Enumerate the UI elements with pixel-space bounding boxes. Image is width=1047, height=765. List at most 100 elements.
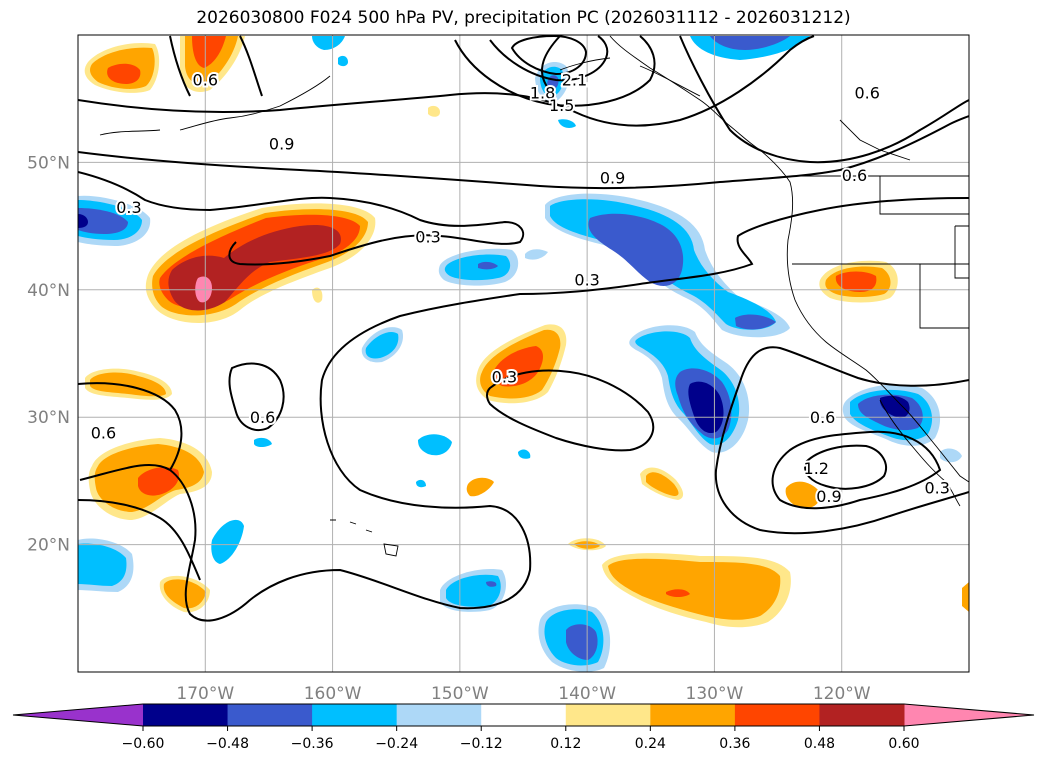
colorbar-swatch bbox=[481, 704, 567, 726]
precipitation-shading bbox=[78, 36, 969, 672]
lat-tick-label: 30°N bbox=[27, 408, 70, 428]
colorbar-tick-label: −0.60 bbox=[122, 736, 165, 752]
lon-tick-label: 130°W bbox=[686, 684, 744, 704]
contour-label: 0.3 bbox=[415, 227, 440, 246]
pv-contour-ne-0.6 bbox=[679, 35, 969, 164]
shade-anomaly-neg-c1-36 bbox=[478, 261, 498, 270]
colorbar-swatch bbox=[565, 704, 651, 726]
shade-anomaly-pos-w3-36 bbox=[138, 467, 180, 496]
latitude-tick-labels: 20°N 30°N 40°N 50°N bbox=[27, 153, 70, 555]
shade-anomaly-pos-e bbox=[962, 582, 969, 612]
pv-contour-0.3-b bbox=[541, 35, 561, 89]
pv-contour-0.6-west bbox=[78, 382, 183, 471]
contour-label: 0.9 bbox=[269, 134, 294, 153]
shade-anomaly-pos-nevada-36 bbox=[835, 271, 877, 292]
colorbar-tick-label: −0.24 bbox=[375, 736, 418, 752]
contour-label: 0.9 bbox=[600, 169, 625, 188]
lon-tick-label: 140°W bbox=[558, 684, 616, 704]
contour-label: 0.6 bbox=[250, 408, 275, 427]
contour-label: 2.1 bbox=[562, 71, 587, 90]
shade-anomaly-pos-s-36 bbox=[666, 589, 690, 597]
shade-anomaly-neg-sw-us-b bbox=[940, 448, 962, 463]
shade-anomaly-neg-s7-36 bbox=[566, 624, 598, 660]
coastline-alaska-islands bbox=[99, 57, 701, 136]
contour-label: 0.3 bbox=[116, 198, 141, 217]
pv-contour-0.9-east bbox=[771, 430, 942, 510]
colorbar-swatch bbox=[312, 704, 398, 726]
colorbar-swatch bbox=[819, 704, 905, 726]
map-area: 0.6 0.9 1.8 2.1 1.5 0.6 0.6 0.9 0.3 0.3 0.3 0.3 0.6 0… bbox=[78, 35, 969, 672]
lat-tick-label: 20°N bbox=[27, 536, 70, 556]
colorbar-tick-label: −0.36 bbox=[291, 736, 334, 752]
shade-anomaly-neg-s5 bbox=[416, 479, 426, 488]
shade-anomaly-neg-s1 bbox=[211, 519, 244, 564]
shade-anomaly-pos-c-36 bbox=[493, 346, 543, 387]
colorbar-tick-label: 0.48 bbox=[804, 736, 835, 752]
shade-anomaly-neg-westedge-48 bbox=[78, 214, 88, 228]
lat-tick-label: 40°N bbox=[27, 281, 70, 301]
contour-label: 0.3 bbox=[492, 367, 517, 386]
contour-label: 0.3 bbox=[924, 478, 949, 497]
colorbar-tick-label: 0.12 bbox=[550, 736, 581, 752]
shade-anomaly-pos-s5-24 bbox=[646, 472, 679, 496]
pv-contour-north-0.9 bbox=[78, 35, 815, 127]
colorbar: −0.60 −0.48 −0.36 −0.24 −0.12 0.12 0.24 0.36 0.4… bbox=[12, 703, 1035, 752]
border-states-4 bbox=[839, 119, 911, 161]
longitude-tick-labels: 170°W 160°W 150°W 140°W 130°W 120°W bbox=[176, 684, 870, 704]
colorbar-tick-label: −0.12 bbox=[460, 736, 503, 752]
contour-label: 1.8 bbox=[530, 83, 555, 102]
shade-anomaly-pos-s4 bbox=[466, 477, 494, 497]
shade-anomaly-pos-small1 bbox=[428, 105, 440, 117]
lat-tick-label: 50°N bbox=[27, 153, 70, 173]
lon-tick-label: 120°W bbox=[813, 684, 871, 704]
pv-contour-0.6-small bbox=[228, 362, 285, 431]
shade-anomaly-neg-sw-24 bbox=[78, 543, 127, 586]
shade-anomaly-neg-small1 bbox=[338, 55, 348, 67]
contour-label: 0.9 bbox=[816, 487, 841, 506]
contour-label: 1.5 bbox=[549, 96, 574, 115]
colorbar-tick-label: 0.36 bbox=[719, 736, 750, 752]
coastlines bbox=[99, 35, 969, 557]
border-states-1 bbox=[879, 176, 969, 215]
contour-label: 0.6 bbox=[810, 408, 835, 427]
pv-contour-0.3-c bbox=[78, 499, 201, 581]
colorbar-tick-label: 0.60 bbox=[888, 736, 919, 752]
colorbar-extend-max bbox=[904, 704, 1034, 726]
shade-anomaly-pos-nw2-36 bbox=[192, 36, 226, 68]
shade-anomaly-neg-north2 bbox=[312, 36, 345, 50]
contour-label: 0.6 bbox=[854, 83, 879, 102]
colorbar-tick-label: 0.24 bbox=[635, 736, 666, 752]
map-frame bbox=[77, 34, 970, 673]
pv-contour-big-loop bbox=[79, 197, 969, 622]
border-states-3 bbox=[919, 264, 969, 329]
pv-contour-2.1-ring bbox=[510, 35, 588, 76]
shade-anomaly-neg-c1-24 bbox=[444, 254, 511, 281]
lon-tick-label: 160°W bbox=[304, 684, 362, 704]
shade-anomaly-neg-s6-36 bbox=[486, 581, 497, 587]
shade-anomaly-neg-ne-36b bbox=[735, 314, 776, 330]
coastline-north-america bbox=[609, 35, 969, 483]
contour-label: 0.6 bbox=[91, 423, 116, 442]
contour-label: 0.6 bbox=[193, 71, 218, 90]
pv-contour-1.2-east bbox=[804, 444, 887, 490]
pv-contour-1.8-ring bbox=[489, 35, 609, 82]
shade-anomaly-neg-s4 bbox=[518, 449, 531, 459]
lon-tick-label: 150°W bbox=[431, 684, 489, 704]
colorbar-swatch bbox=[734, 704, 820, 726]
pv-contour-0.6-east bbox=[714, 346, 969, 535]
shade-anomaly-pos-nw1-36 bbox=[107, 63, 141, 84]
pv-contour-1.5-ring bbox=[454, 35, 656, 107]
hawaii-islands bbox=[330, 519, 399, 557]
shade-anomaly-pos-s-24 bbox=[608, 558, 781, 620]
pv-contour-nw-0.6 bbox=[169, 35, 263, 97]
shade-anomaly-neg-small2 bbox=[558, 119, 576, 128]
contour-label: 0.3 bbox=[574, 271, 599, 290]
colorbar-swatch bbox=[143, 704, 229, 726]
colorbar-swatch bbox=[227, 704, 313, 726]
shade-anomaly-neg-ne-36 bbox=[588, 213, 684, 286]
shade-anomaly-pos-small2 bbox=[312, 287, 323, 303]
shade-anomaly-neg-c2 bbox=[525, 249, 548, 260]
pv-contours bbox=[78, 35, 969, 622]
lon-tick-label: 170°W bbox=[176, 684, 234, 704]
